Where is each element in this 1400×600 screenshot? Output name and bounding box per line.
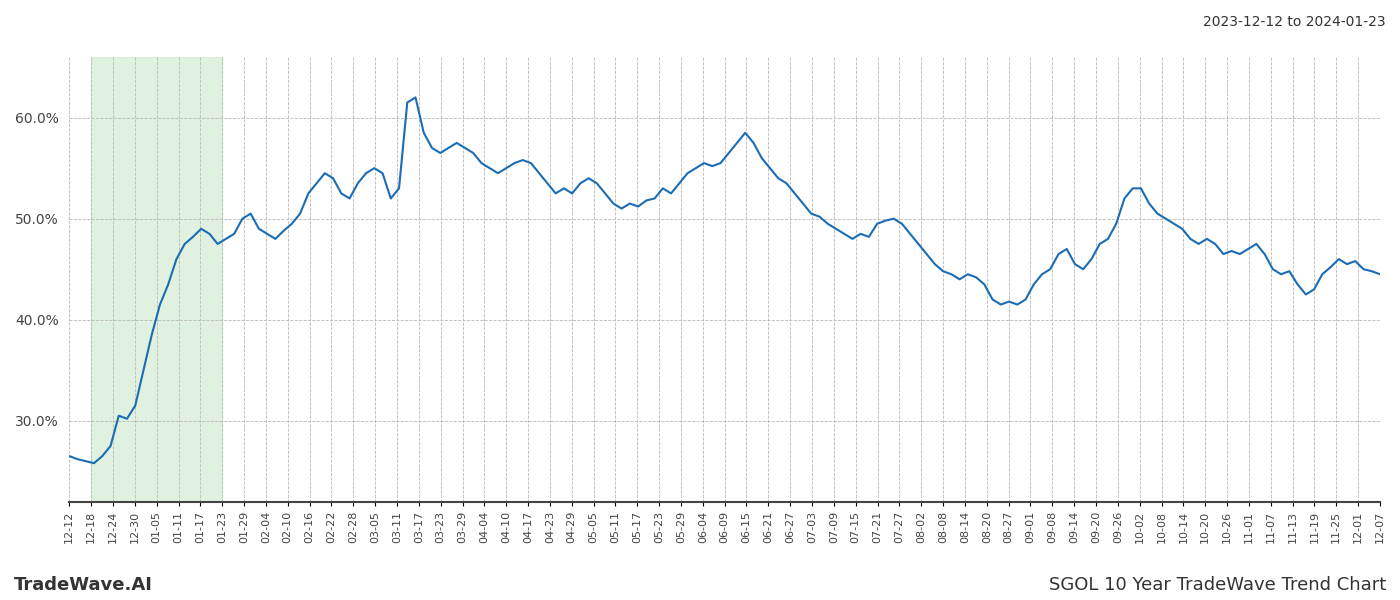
Text: TradeWave.AI: TradeWave.AI	[14, 576, 153, 594]
Text: 2023-12-12 to 2024-01-23: 2023-12-12 to 2024-01-23	[1204, 15, 1386, 29]
Text: SGOL 10 Year TradeWave Trend Chart: SGOL 10 Year TradeWave Trend Chart	[1049, 576, 1386, 594]
Bar	[91, 57, 223, 502]
